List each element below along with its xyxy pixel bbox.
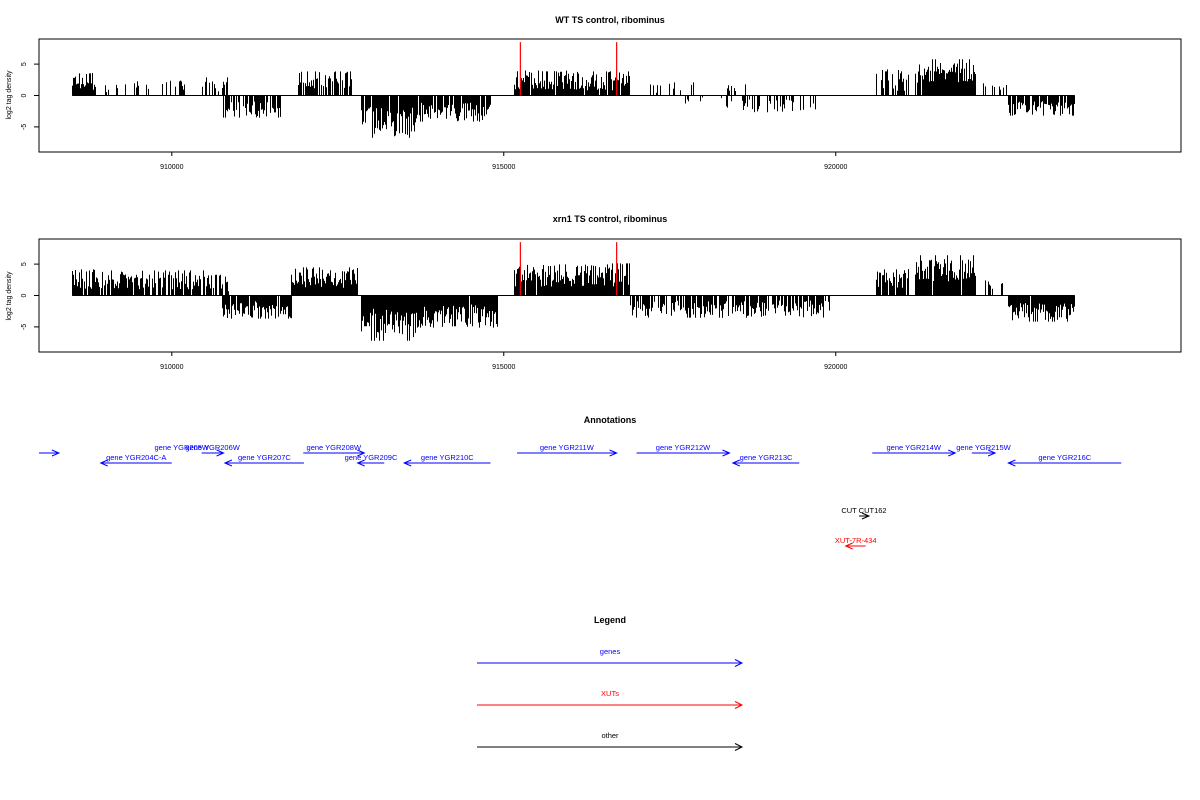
annotation-feature: gene YGR204C-A (99, 453, 172, 467)
legend-label: XUTs (601, 689, 619, 698)
feature-label: gene YGR209C (345, 453, 398, 462)
feature-label: gene YGR205W (155, 443, 210, 452)
annotation-feature: gene YGR208W (303, 443, 366, 457)
feature-arrow-icon (223, 459, 233, 467)
xrn1-density-bars (72, 255, 1075, 341)
wt-y-tick-label: -5 (21, 124, 28, 130)
annotation-feature: gene YGR213C (731, 453, 800, 467)
feature-arrow-icon (948, 449, 957, 457)
xrn1-markers (519, 242, 618, 296)
wt-x-tick-label: 915000 (492, 164, 515, 171)
annotation-feature: gene YGR211W (517, 443, 618, 457)
feature-arrow-icon (356, 459, 365, 467)
feature-label: CUT CUT162 (841, 506, 886, 515)
feature-label: gene YGR215W (956, 443, 1011, 452)
feature-arrow-icon (609, 449, 618, 457)
xrn1-panel-title: xrn1 TS control, ribominus (553, 214, 668, 224)
wt-density-trace (72, 59, 1075, 138)
feature-arrow-icon (99, 459, 108, 467)
legend-entry: genes (477, 647, 744, 667)
xrn1-x-tick-label: 915000 (492, 364, 515, 371)
wt-y-axis-label: log2 tag density (6, 70, 13, 120)
wt-y-tick-label: 5 (21, 62, 28, 66)
annotation-feature: gene YGR215W (956, 443, 1012, 457)
legend-title: Legend (594, 615, 626, 625)
wt-panel-title: WT TS control, ribominus (555, 15, 665, 25)
wt-density-bars (72, 59, 1075, 138)
xrn1-density-panel: xrn1 TS control, ribominus log2 tag dens… (6, 214, 1182, 371)
legend-arrow-icon (734, 701, 744, 709)
wt-y-axis: -5 0 5 (21, 62, 39, 130)
wt-x-axis: 910000 915000 920000 (160, 152, 848, 171)
annotation-feature: XUT-7R-434 (835, 536, 877, 550)
xrn1-x-tick-label: 910000 (160, 364, 183, 371)
feature-arrow-icon (51, 449, 61, 457)
feature-label: gene YGR212W (656, 443, 711, 452)
annotation-feature: gene YGR206W (185, 443, 241, 457)
feature-label: gene YGR204C-A (106, 453, 166, 462)
legend-entries: genes XUTs other (477, 647, 744, 751)
xrn1-y-axis: -5 0 5 (21, 262, 39, 330)
feature-label: gene YGR213C (740, 453, 793, 462)
feature-arrow-icon (844, 542, 853, 550)
feature-arrow-icon (722, 449, 731, 457)
xrn1-y-tick-label: -5 (21, 324, 28, 330)
annotation-feature: gene YGR210C (402, 453, 491, 467)
xrn1-y-tick-label: 5 (21, 262, 28, 266)
annotation-feature: CUT CUT162 (841, 506, 887, 520)
annotations-title: Annotations (584, 415, 637, 425)
annotation-feature: gene YGR209C (345, 453, 398, 467)
feature-label: gene YGR211W (540, 443, 595, 452)
feature-arrow-icon (402, 459, 412, 467)
xrn1-x-tick-label: 920000 (824, 364, 847, 371)
feature-label: gene YGR207C (238, 453, 291, 462)
feature-label: XUT-7R-434 (835, 536, 877, 545)
legend-arrow-icon (734, 659, 744, 667)
wt-x-tick-label: 920000 (824, 164, 847, 171)
legend: Legend genes XUTs other (477, 615, 744, 751)
annotation-feature: gene YGR214W (872, 443, 957, 457)
annotation-feature: gene YGR205W (39, 443, 210, 457)
feature-label: gene YGR216C (1038, 453, 1091, 462)
feature-arrow-icon (357, 449, 366, 457)
feature-arrow-icon (987, 449, 997, 457)
wt-x-tick-label: 910000 (160, 164, 183, 171)
feature-arrow-icon (1007, 459, 1016, 467)
legend-label: other (601, 731, 619, 740)
feature-arrow-icon (731, 459, 741, 467)
feature-label: gene YGR208W (307, 443, 362, 452)
feature-label: gene YGR210C (421, 453, 474, 462)
annotation-feature: gene YGR207C (223, 453, 304, 467)
xrn1-y-tick-label: 0 (21, 293, 28, 297)
wt-density-panel: WT TS control, ribominus log2 tag densit… (6, 15, 1182, 171)
xrn1-density-trace (72, 255, 1075, 341)
feature-arrow-icon (216, 449, 225, 457)
legend-arrow-icon (734, 743, 744, 751)
xrn1-x-axis: 910000 915000 920000 (160, 352, 848, 371)
legend-label: genes (600, 647, 621, 656)
feature-arrow-icon (861, 512, 871, 520)
feature-label: gene YGR206W (185, 443, 240, 452)
annotation-feature: gene YGR212W (636, 443, 731, 457)
legend-entry: XUTs (477, 689, 744, 709)
wt-markers (519, 42, 618, 96)
annotation-feature: gene YGR216C (1007, 453, 1122, 467)
feature-label: gene YGR214W (887, 443, 942, 452)
xrn1-y-axis-label: log2 tag density (6, 271, 13, 321)
legend-entry: other (477, 731, 744, 751)
wt-y-tick-label: 0 (21, 93, 28, 97)
